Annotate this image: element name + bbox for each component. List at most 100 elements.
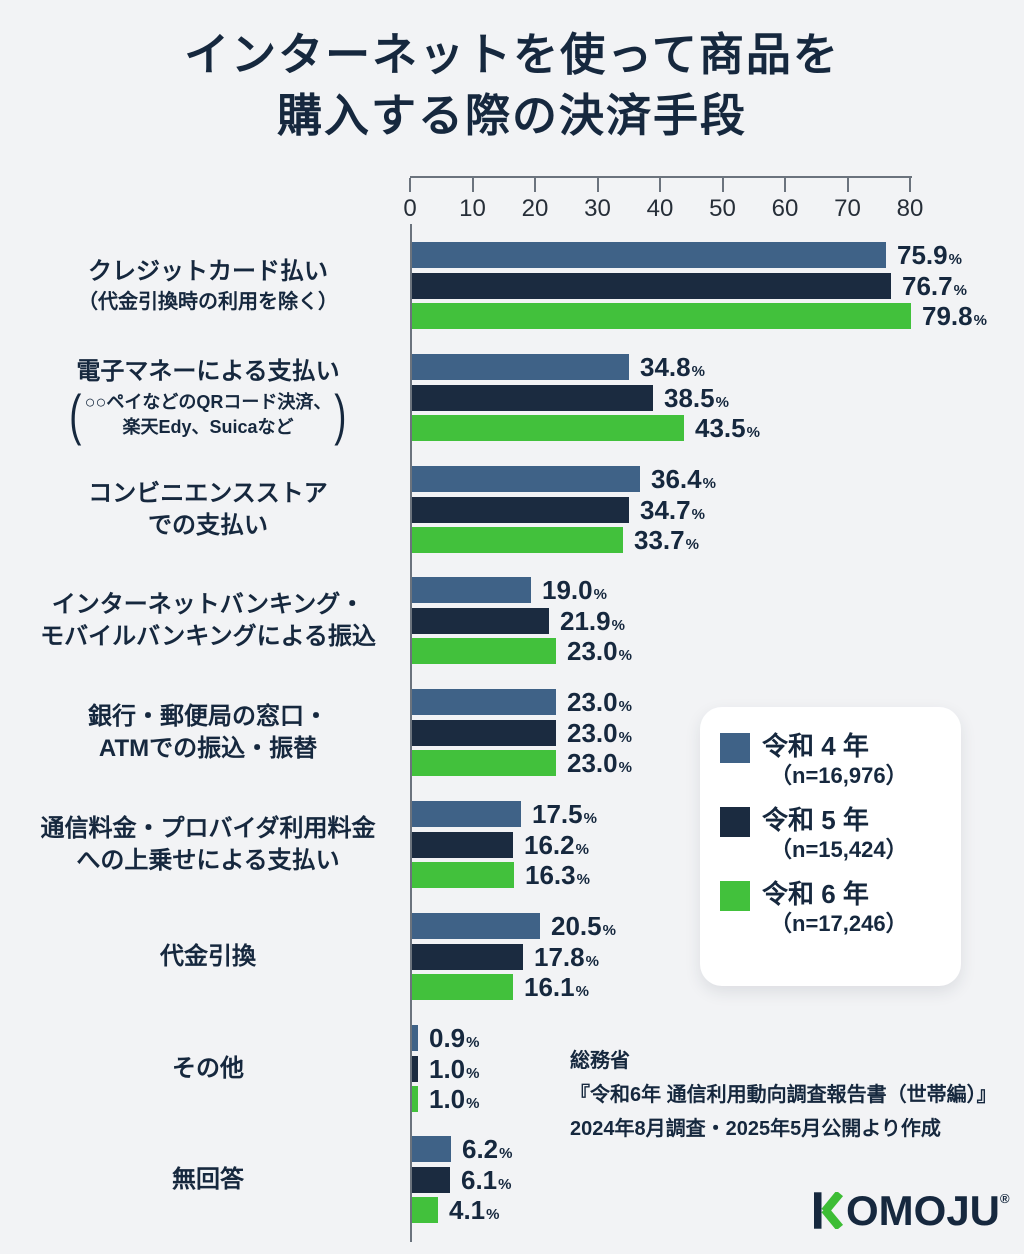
bar-value-label: 17.8% xyxy=(534,944,599,970)
x-axis-tick-label: 10 xyxy=(459,195,486,222)
percent-sign: % xyxy=(715,394,729,411)
bar-value-number: 16.3 xyxy=(525,860,576,890)
bar-value-label: 1.0% xyxy=(429,1056,480,1082)
percent-sign: % xyxy=(575,983,589,1000)
category-title-line: モバイルバンキングによる振込 xyxy=(40,623,376,650)
bar-value-label: 23.0% xyxy=(567,689,632,715)
bar xyxy=(412,608,549,634)
category-label: コンビニエンスストア での支払い xyxy=(12,454,404,566)
bar-value-label: 75.9% xyxy=(897,242,962,268)
x-axis-tick-label: 30 xyxy=(584,195,611,222)
bar xyxy=(412,273,891,299)
bar-value-number: 1.0 xyxy=(429,1054,466,1084)
bar xyxy=(412,1167,450,1193)
bar-value-label: 1.0% xyxy=(429,1086,480,1112)
percent-sign: % xyxy=(702,475,716,492)
bar xyxy=(412,862,514,888)
percent-sign: % xyxy=(618,759,632,776)
bar-value-label: 34.8% xyxy=(640,354,705,380)
category-label: 電子マネーによる支払い(○○ペイなどのQRコード決済、 楽天Edy、Suicaなど… xyxy=(12,342,404,454)
category-label: インターネットバンキング・ モバイルバンキングによる振込 xyxy=(12,565,404,677)
legend-label-r6: 令和 6 年 xyxy=(762,879,869,909)
bar xyxy=(412,913,540,939)
bar-value-number: 17.5 xyxy=(532,799,583,829)
category-paren-lines: ○○ペイなどのQRコード決済、 楽天Edy、Suicaなど xyxy=(85,390,332,440)
x-axis-tick xyxy=(471,178,474,192)
bar-value-label: 20.5% xyxy=(551,913,616,939)
percent-sign: % xyxy=(948,251,962,268)
bar xyxy=(412,1136,451,1162)
bar xyxy=(412,689,556,715)
percent-sign: % xyxy=(691,506,705,523)
bar-value-label: 23.0% xyxy=(567,638,632,664)
category-title-line: での支払い xyxy=(148,512,268,539)
bar-value-label: 79.8% xyxy=(922,303,987,329)
percent-sign: % xyxy=(499,1145,513,1162)
x-axis-tick xyxy=(721,178,724,192)
bar-value-label: 6.1% xyxy=(461,1167,512,1193)
bar-value-label: 16.1% xyxy=(524,974,589,1000)
legend-label-r4: 令和 4 年 xyxy=(762,731,869,761)
bar-value-number: 6.1 xyxy=(461,1165,498,1195)
percent-sign: % xyxy=(618,698,632,715)
percent-sign: % xyxy=(466,1065,480,1082)
category-label: 銀行・郵便局の窓口・ ATMでの振込・振替 xyxy=(12,677,404,789)
x-axis-tick xyxy=(909,178,911,192)
bar-value-number: 4.1 xyxy=(449,1195,486,1225)
bar-value-label: 36.4% xyxy=(651,466,716,492)
x-axis-tick-label: 20 xyxy=(521,195,549,222)
bar-value-number: 23.0 xyxy=(567,718,618,748)
category-label: 代金引換 xyxy=(12,901,404,1013)
percent-sign: % xyxy=(618,729,632,746)
bar-value-label: 4.1% xyxy=(449,1197,500,1223)
x-axis-tick-label: 0 xyxy=(403,195,417,222)
x-axis-tick-label: 60 xyxy=(771,195,799,222)
bar-value-number: 23.0 xyxy=(567,687,618,717)
legend-item-r6: 令和 6 年 （n=17,246） xyxy=(720,878,961,937)
source-note: 総務省 『令和6年 通信利用動向調査報告書（世帯編）』 2024年8月調査・20… xyxy=(570,1044,997,1146)
category-title-line: クレジットカード払い xyxy=(88,258,328,285)
bar-value-number: 20.5 xyxy=(551,911,602,941)
bar xyxy=(412,303,911,329)
bar-value-label: 17.5% xyxy=(532,801,597,827)
bar-value-number: 23.0 xyxy=(567,748,618,778)
percent-sign: % xyxy=(585,953,599,970)
bar xyxy=(412,497,629,523)
x-axis-ruler: 0 10 20 30 40 50 60 70 80 xyxy=(403,176,923,222)
category-label: 無回答 xyxy=(12,1124,404,1236)
bar xyxy=(412,385,653,411)
percent-sign: % xyxy=(611,617,625,634)
bar-value-number: 33.7 xyxy=(634,525,685,555)
bar xyxy=(412,1025,418,1051)
source-line-3: 2024年8月調査・2025年5月公開より作成 xyxy=(570,1118,941,1140)
x-axis-tick-label: 50 xyxy=(709,195,736,222)
bar-value-label: 16.3% xyxy=(525,862,590,888)
bar xyxy=(412,527,623,553)
source-line-1: 総務省 xyxy=(570,1050,630,1072)
bar-value-label: 34.7% xyxy=(640,497,705,523)
bar-value-number: 16.1 xyxy=(524,972,575,1002)
bar-value-number: 36.4 xyxy=(651,464,702,494)
legend-swatch-r6 xyxy=(720,881,750,911)
percent-sign: % xyxy=(691,363,705,380)
percent-sign: % xyxy=(746,424,760,441)
bar xyxy=(412,466,640,492)
legend: 令和 4 年 （n=16,976） 令和 5 年 （n=15,424） 令和 6… xyxy=(700,707,961,986)
bar xyxy=(412,801,521,827)
bar-value-label: 33.7% xyxy=(634,527,699,553)
bar-value-label: 0.9% xyxy=(429,1025,480,1051)
category-title-line: ATMでの振込・振替 xyxy=(98,735,318,762)
bar xyxy=(412,750,556,776)
legend-label-r5: 令和 5 年 xyxy=(762,805,869,835)
category-title-line: への上乗せによる支払い xyxy=(76,847,340,874)
category-title-line: インターネットバンキング・ xyxy=(51,591,365,618)
bar xyxy=(412,242,886,268)
bar xyxy=(412,638,556,664)
bar-value-number: 21.9 xyxy=(560,606,611,636)
bar xyxy=(412,1197,438,1223)
bar-value-number: 16.2 xyxy=(524,830,575,860)
percent-sign: % xyxy=(583,810,597,827)
bar-value-label: 23.0% xyxy=(567,750,632,776)
bar-value-label: 38.5% xyxy=(664,385,729,411)
bar-value-number: 0.9 xyxy=(429,1023,466,1053)
